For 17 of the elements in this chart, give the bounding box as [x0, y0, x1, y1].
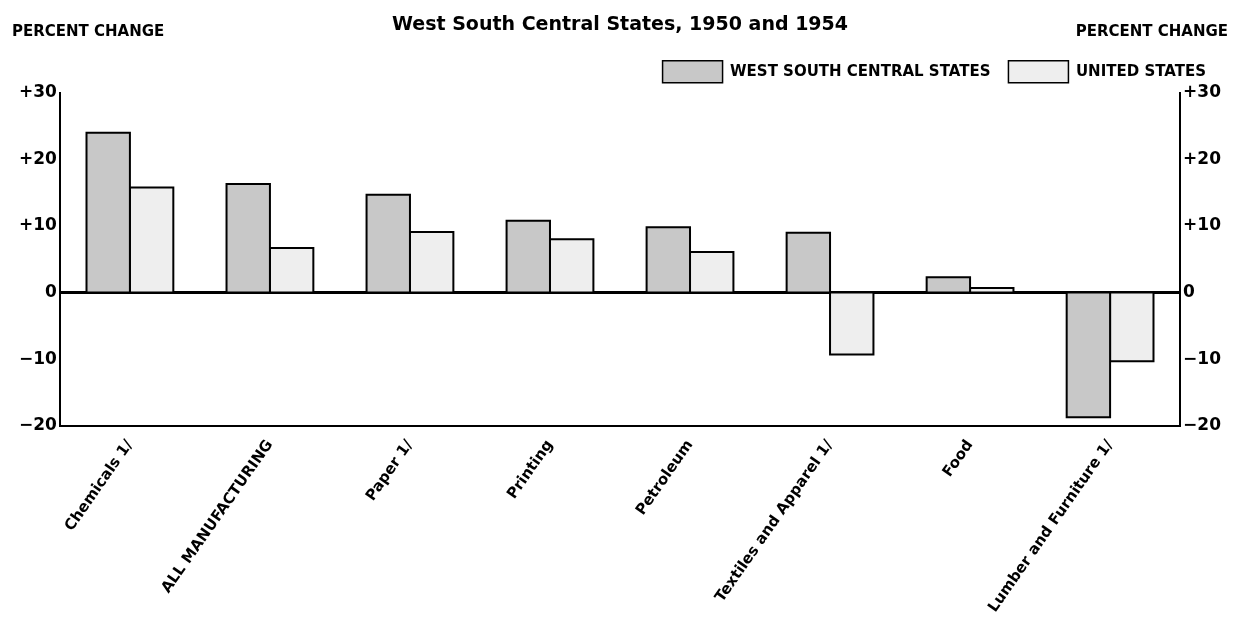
y-tick-label: −20	[19, 414, 58, 435]
y2-tick-label: −20	[1183, 414, 1222, 435]
y-tick-label: +30	[19, 81, 58, 102]
y2-tick-label: +20	[1183, 147, 1222, 168]
y-tick-label: 0	[45, 281, 58, 302]
y2-tick-label: +30	[1183, 81, 1222, 102]
y2-tick-label: −10	[1183, 347, 1222, 368]
y-axis-title: PERCENT CHANGE	[12, 22, 165, 41]
y2-tick-label: 0	[1183, 281, 1196, 302]
y-tick-label: +10	[19, 214, 58, 235]
y-tick-label: +20	[19, 147, 58, 168]
chart-title: West South Central States, 1950 and 1954	[391, 12, 849, 35]
legend-label: WEST SOUTH CENTRAL STATES	[730, 61, 991, 80]
y-tick-label: −10	[19, 347, 58, 368]
legend-label: UNITED STATES	[1075, 61, 1207, 80]
y2-tick-label: +10	[1183, 214, 1222, 235]
y2-axis-title: PERCENT CHANGE	[1075, 22, 1228, 41]
